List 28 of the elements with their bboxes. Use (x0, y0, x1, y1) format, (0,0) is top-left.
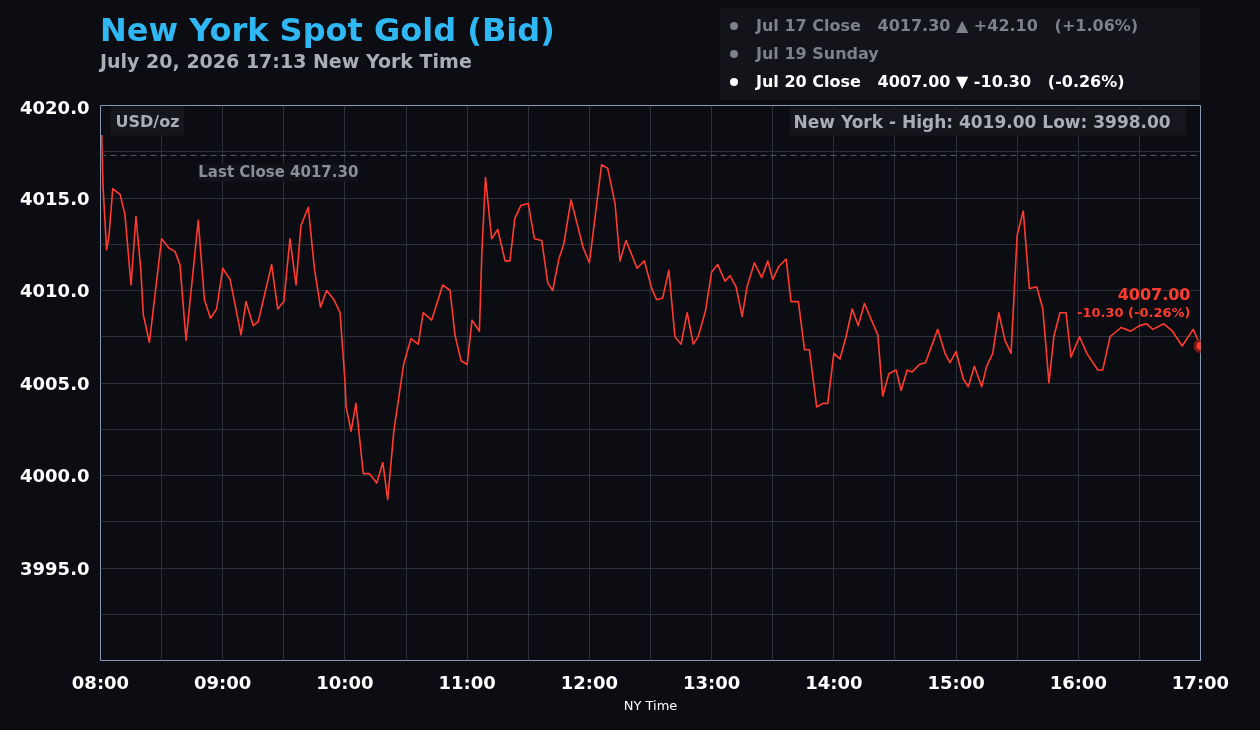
x-tick-label: 08:00 (71, 671, 130, 693)
annotation: USD/oz (115, 111, 180, 131)
x-tick-label: 15:00 (927, 671, 985, 693)
annotation: -10.30 (-0.26%) (1077, 305, 1191, 320)
text: Jul 19 Sunday (756, 42, 879, 65)
ref-line-label: Last Close 4017.30 (198, 163, 359, 182)
text: Jul 20 Close 4007.00 ▼ -10.30 (-0.26%) (756, 70, 1125, 93)
chart-subtitle: July 20, 2026 17:13 New York Time (100, 49, 472, 74)
y-tick-label: 4010.0 (20, 280, 90, 301)
x-tick-label: 14:00 (805, 671, 863, 693)
y-tick-label: 3995.0 (20, 557, 90, 579)
y-tick-label: 4000.0 (20, 465, 90, 486)
x-tick-label: 09:00 (194, 671, 252, 693)
x-tick-label: 16:00 (1049, 671, 1107, 693)
line-series (100, 134, 1201, 501)
x-tick-label: 10:00 (316, 671, 374, 693)
annotation: New York - High: 4019.00 Low: 3998.00 (793, 111, 1171, 132)
x-tick-label: 17:00 (1171, 671, 1230, 693)
x-tick-label: 13:00 (682, 671, 741, 693)
chart-title: New York Spot Gold (Bid) (100, 11, 555, 49)
x-tick-label: 12:00 (560, 671, 619, 693)
text: Jul 17 Close 4017.30 ▲ +42.10 (+1.06%) (756, 14, 1139, 37)
y-tick-label: 4020.0 (20, 96, 90, 118)
x-axis-title: NY Time (623, 697, 678, 713)
y-tick-label: 4005.0 (20, 372, 90, 394)
x-tick-label: 11:00 (438, 671, 496, 693)
y-tick-label: 4015.0 (20, 187, 90, 209)
annotation: 4007.00 (1117, 285, 1191, 304)
